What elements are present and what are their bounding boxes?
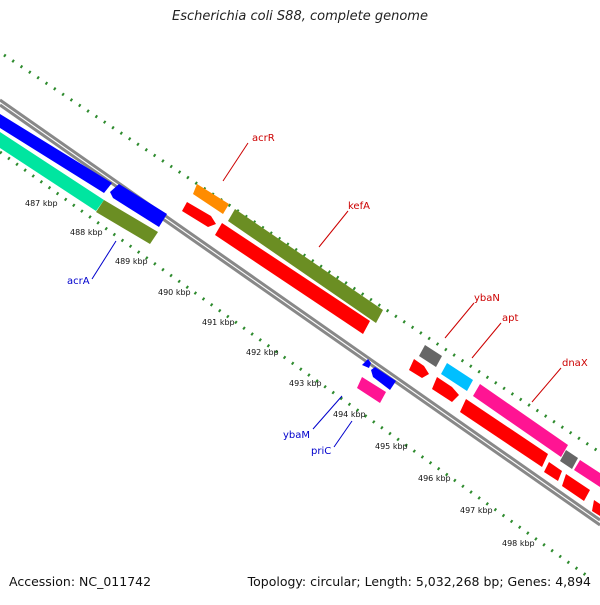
gene-orange-acrR [193,184,229,214]
gene-label-ybaN: ybaN [474,293,500,304]
gene-label-acrA: acrA [67,276,90,287]
leader-ybaN [444,302,475,339]
gene-grey-right [560,450,578,469]
gene-grey-ybaN [419,345,442,367]
gene-blue-arrow [110,184,167,227]
leader-acrR [222,142,249,182]
gene-red-dnaX [460,399,548,467]
scale-label: 492 kbp [246,348,279,357]
gene-magenta-priC [357,377,386,403]
scale-label: 490 kbp [158,288,191,297]
gene-label-ybaM: ybaM [283,430,310,441]
gene-red-right-2 [562,474,590,501]
gene-red-ybaN [409,359,429,378]
scale-label: 491 kbp [202,318,235,327]
gene-olive-reverse [96,200,158,244]
gene-blue-ybaM-2 [371,367,396,390]
gene-label-dnaX: dnaX [562,358,588,369]
leader-apt [471,322,502,359]
scale-label: 488 kbp [70,228,103,237]
scale-label: 495 kbp [375,442,408,451]
gene-blue-ybaM [362,359,371,368]
gene-red-right [544,462,562,481]
page-title: Escherichia coli S88, complete genome [172,9,428,24]
scale-label: 497 kbp [460,506,493,515]
topology-text: Topology: circular; Length: 5,032,268 bp… [247,574,591,589]
outer-tick-ring [3,53,600,455]
gene-label-apt: apt [502,313,518,324]
scale-label: 494 kbp [333,410,366,419]
gene-aqua [0,132,104,211]
gene-label-priC: priC [311,446,331,457]
backbone-inner [0,103,600,527]
leader-dnaX [531,367,562,403]
scale-label: 487 kbp [25,199,58,208]
gene-cyan-apt [441,363,473,391]
gene-red-apt [432,377,459,402]
leader-kefA [318,210,349,248]
backbone-outer [0,98,600,522]
gene-magenta-right [574,460,600,487]
leader-priC [333,420,353,448]
scale-label: 493 kbp [289,379,322,388]
gene-magenta-dnaX [473,384,568,457]
leader-acrA [91,240,117,280]
scale-label: 498 kbp [502,539,535,548]
gene-red-acrR [182,202,216,227]
gene-olive-kefA [228,209,383,323]
gene-red-right-3 [592,500,600,516]
accession-text: Accession: NC_011742 [9,574,152,589]
gene-label-kefA: kefA [348,201,370,212]
scale-label: 496 kbp [418,474,451,483]
gene-label-acrR: acrR [252,133,275,144]
gene-blue-left [0,114,112,193]
scale-label: 489 kbp [115,257,148,266]
gene-red-kefA [215,223,370,334]
leader-ybaM [312,395,343,430]
inner-tick-ring [0,150,591,580]
